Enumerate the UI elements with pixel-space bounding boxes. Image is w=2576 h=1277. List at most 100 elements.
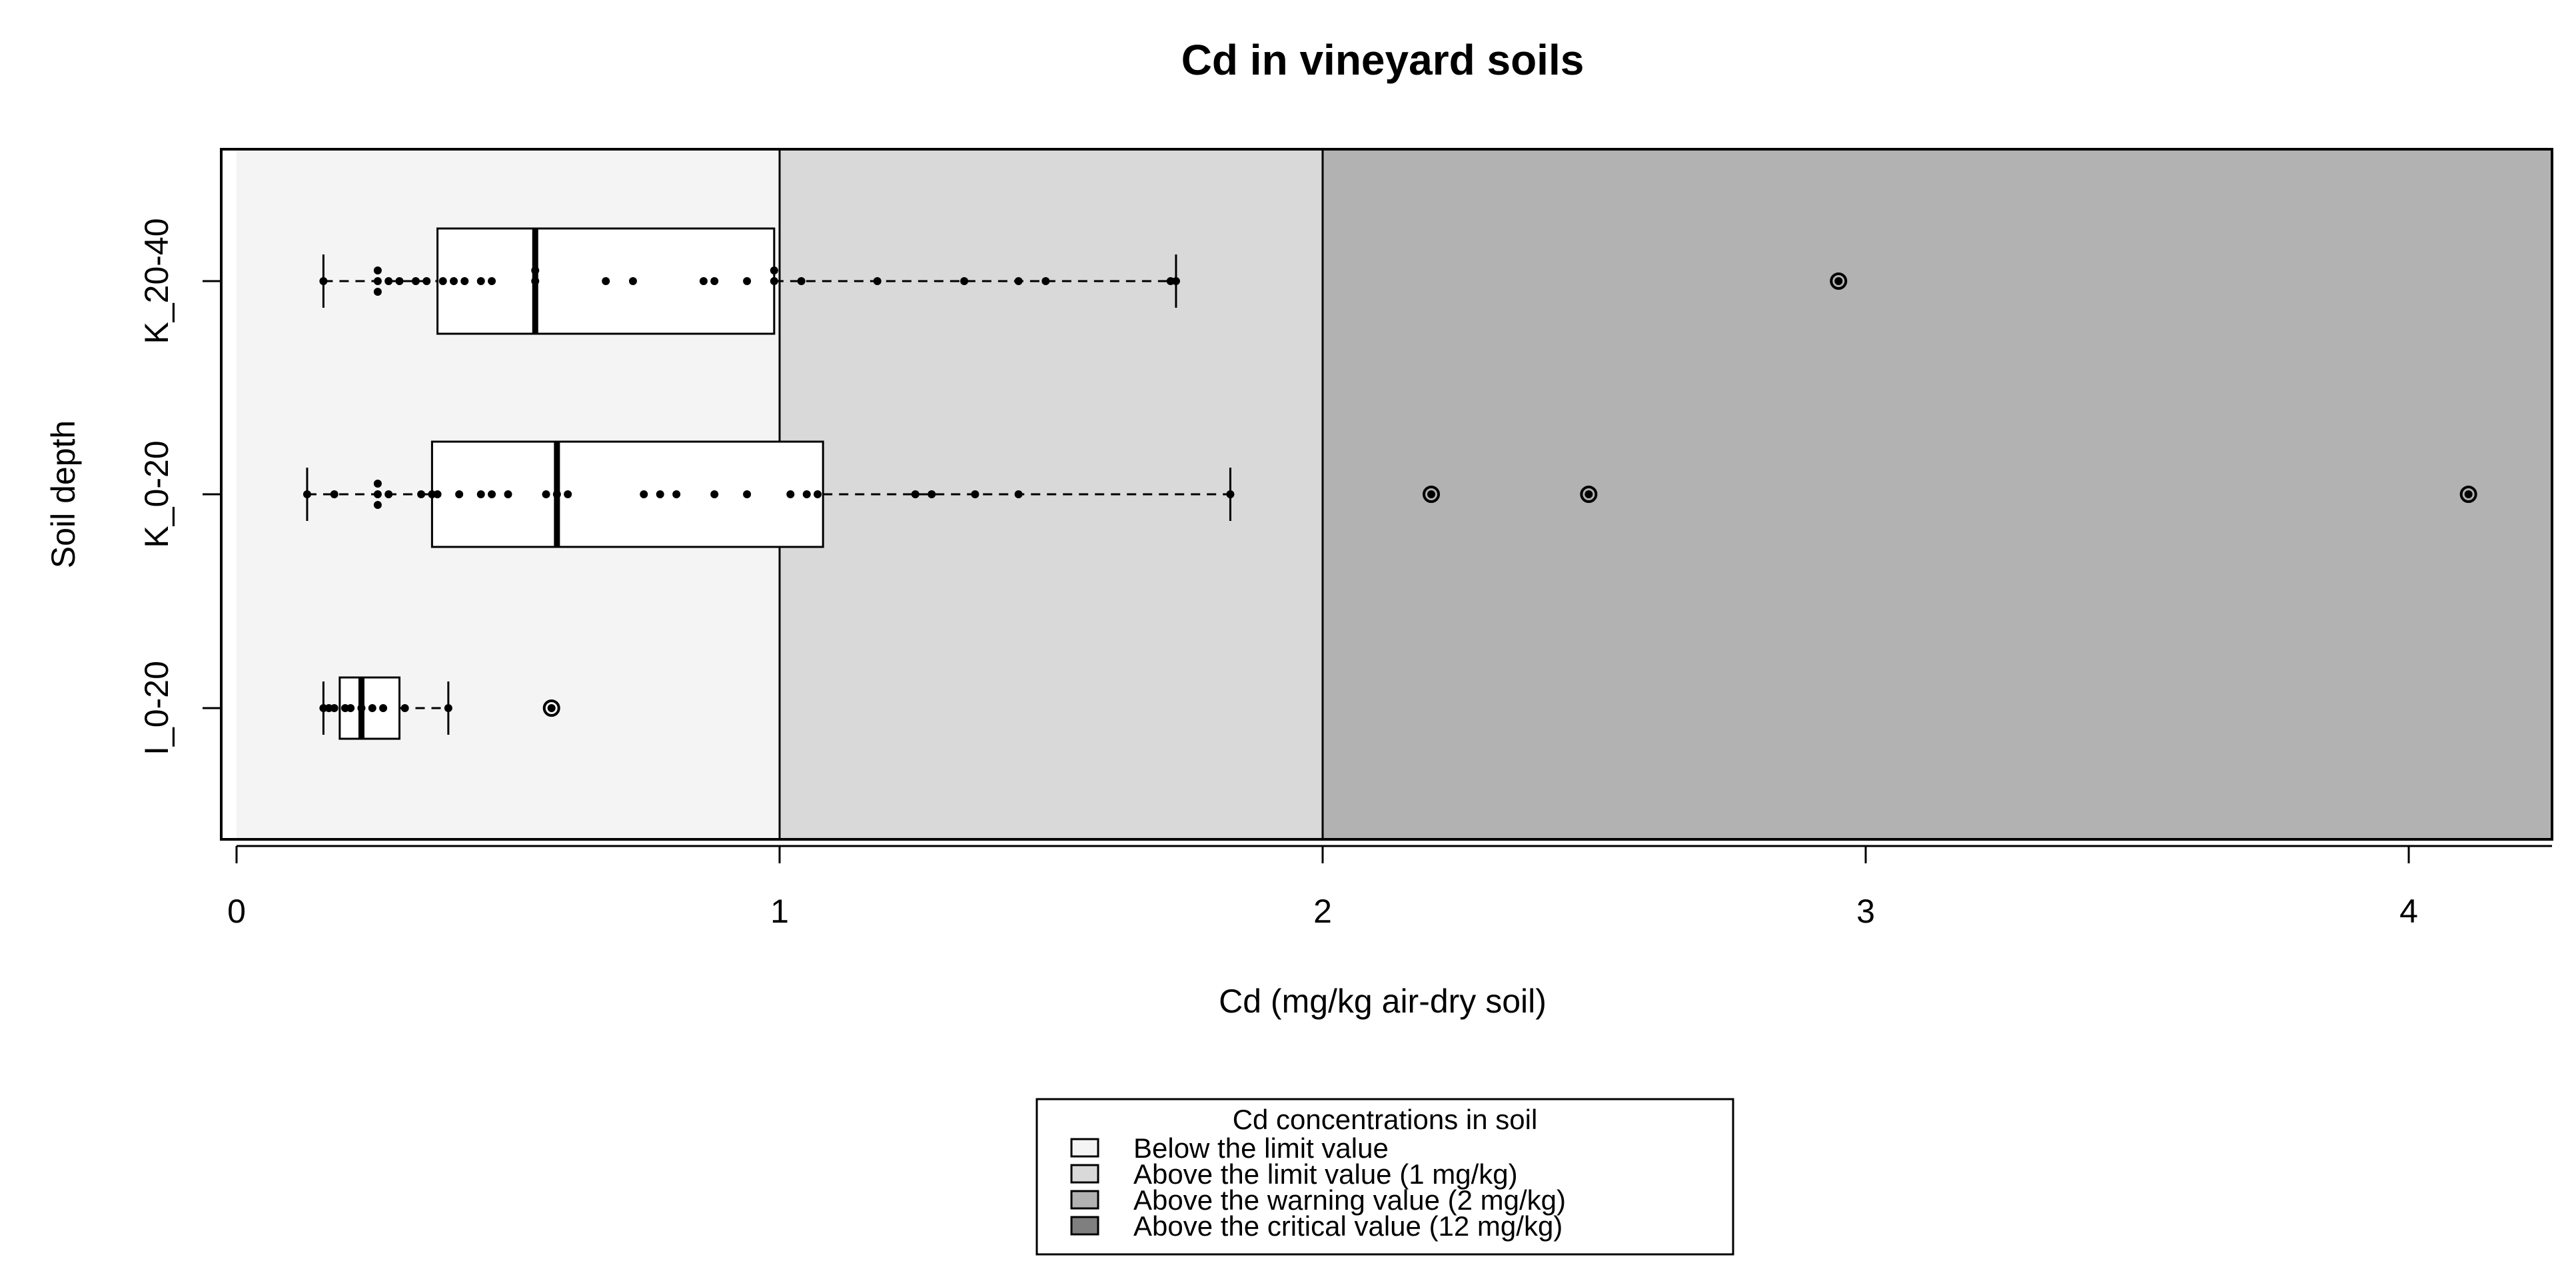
x-tick-label: 1 xyxy=(770,893,789,930)
data-point xyxy=(444,704,452,712)
x-tick-label: 4 xyxy=(2399,893,2418,930)
data-point xyxy=(602,277,610,285)
x-tick-label: 3 xyxy=(1856,893,1875,930)
y-tick-label: K_20-40 xyxy=(138,218,175,344)
data-point xyxy=(531,266,540,274)
data-point xyxy=(770,277,778,285)
data-point xyxy=(433,490,442,498)
box xyxy=(430,440,824,548)
x-tick-label: 2 xyxy=(1313,893,1332,930)
data-point xyxy=(786,490,795,498)
y-tick-label: I_0-20 xyxy=(138,661,175,755)
data-point xyxy=(1041,277,1050,285)
data-point xyxy=(455,490,464,498)
chart-title: Cd in vineyard soils xyxy=(1181,36,1585,84)
outlier-point-dot xyxy=(547,704,556,712)
data-point xyxy=(346,704,355,712)
data-point xyxy=(400,704,409,712)
outlier-point-dot xyxy=(1834,277,1843,285)
data-point xyxy=(656,490,664,498)
data-point xyxy=(411,277,420,285)
data-point xyxy=(710,277,719,285)
legend-label: Above the critical value (12 mg/kg) xyxy=(1133,1210,1563,1242)
data-point xyxy=(699,277,708,285)
outlier-point xyxy=(1423,486,1440,503)
data-point xyxy=(476,277,485,285)
data-point xyxy=(873,277,882,285)
data-point xyxy=(911,490,920,498)
y-tick-label: K_0-20 xyxy=(138,440,175,548)
legend-label: Above the warning value (2 mg/kg) xyxy=(1133,1184,1566,1216)
data-point xyxy=(672,490,681,498)
y-axis-label: Soil depth xyxy=(45,420,82,568)
x-axis-label: Cd (mg/kg air-dry soil) xyxy=(1219,983,1547,1020)
data-point xyxy=(770,266,778,274)
data-point xyxy=(628,277,637,285)
x-axis: 0 1 2 3 4 xyxy=(227,845,2552,930)
legend-swatch xyxy=(1070,1190,1099,1210)
data-point xyxy=(373,490,382,498)
data-point xyxy=(1226,490,1235,498)
data-point xyxy=(373,266,382,274)
data-point xyxy=(564,490,572,498)
data-point xyxy=(330,490,338,498)
data-point xyxy=(379,704,388,712)
outlier-point-dot xyxy=(2464,490,2473,498)
data-point xyxy=(384,277,393,285)
data-point xyxy=(488,490,496,498)
boxplot-K_20-40 xyxy=(319,227,1848,335)
outlier-point-dot xyxy=(1427,490,1435,498)
y-axis: I_0-20 K_0-20 K_20-40 xyxy=(138,218,223,755)
legend-title: Cd concentrations in soil xyxy=(1233,1104,1538,1135)
data-point xyxy=(417,490,426,498)
legend-swatch xyxy=(1070,1216,1099,1236)
x-tick-label: 0 xyxy=(227,893,246,930)
outlier-point xyxy=(1830,272,1848,290)
data-point xyxy=(438,277,447,285)
outlier-point xyxy=(2459,486,2477,503)
data-point xyxy=(1014,277,1023,285)
data-point xyxy=(743,490,752,498)
data-point xyxy=(960,277,969,285)
data-point xyxy=(640,490,648,498)
legend-box xyxy=(1035,1098,1734,1256)
data-point xyxy=(1014,490,1023,498)
boxplot-K_0-20 xyxy=(303,440,2477,548)
outlier-point-dot xyxy=(1585,490,1593,498)
data-point xyxy=(928,490,936,498)
outlier-point xyxy=(542,699,560,717)
boxplot-I_0-20 xyxy=(319,676,560,740)
data-point xyxy=(450,277,458,285)
data-point xyxy=(373,480,382,488)
data-point xyxy=(1171,277,1180,285)
data-point xyxy=(488,277,496,285)
data-point xyxy=(542,490,550,498)
data-point xyxy=(357,704,366,712)
data-point xyxy=(460,277,469,285)
data-point xyxy=(330,704,338,712)
data-point xyxy=(368,704,376,712)
legend-label: Below the limit value xyxy=(1133,1132,1389,1164)
data-point xyxy=(373,277,382,285)
data-point xyxy=(802,490,811,498)
data-point xyxy=(552,490,561,498)
data-point xyxy=(814,490,822,498)
outlier-point xyxy=(1580,486,1598,503)
boxplots xyxy=(303,227,2477,740)
data-point xyxy=(743,277,752,285)
data-point xyxy=(373,288,382,296)
data-point xyxy=(531,277,540,285)
legend-label: Above the limit value (1 mg/kg) xyxy=(1133,1158,1518,1190)
data-point xyxy=(303,490,311,498)
data-point xyxy=(384,490,393,498)
data-point xyxy=(319,277,328,285)
data-point xyxy=(971,490,979,498)
data-point xyxy=(710,490,719,498)
data-point xyxy=(373,501,382,509)
legend-swatch xyxy=(1070,1138,1099,1158)
zone-band-2 xyxy=(1323,149,2552,839)
data-point xyxy=(797,277,806,285)
data-point xyxy=(395,277,404,285)
